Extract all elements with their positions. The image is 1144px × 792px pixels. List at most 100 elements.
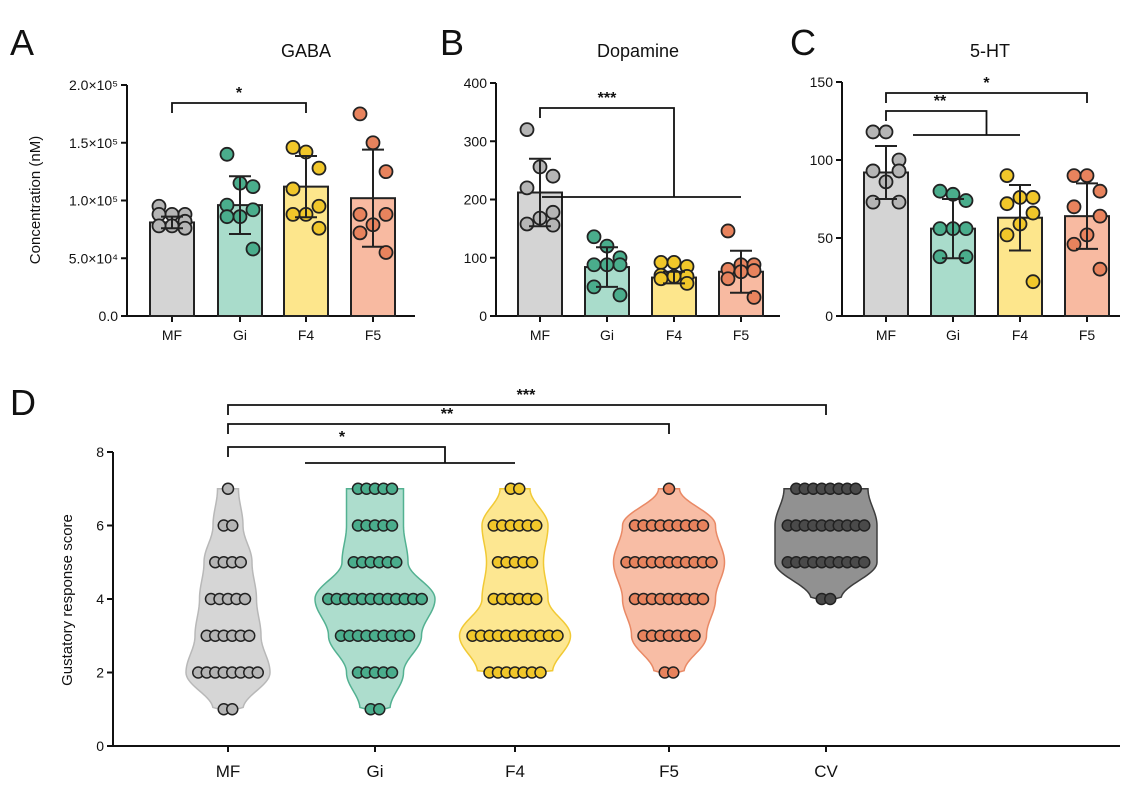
data-point xyxy=(251,666,264,679)
data-point xyxy=(151,218,167,234)
data-point xyxy=(865,163,881,179)
significance-label: * xyxy=(236,85,243,102)
significance-label: *** xyxy=(517,387,536,404)
data-point xyxy=(311,198,327,214)
data-point xyxy=(402,629,416,642)
data-point xyxy=(352,225,368,241)
significance-bracket: * xyxy=(171,85,307,113)
data-point xyxy=(545,204,561,220)
data-point xyxy=(285,139,301,155)
significance-bracket: ** xyxy=(227,406,670,434)
bracket-line xyxy=(885,110,1020,136)
data-point xyxy=(720,271,736,287)
data-point xyxy=(612,287,628,303)
violin-cv xyxy=(774,488,878,600)
x-tick-label: F5 xyxy=(659,762,679,781)
y-tick-label: 100 xyxy=(464,250,488,266)
significance-bracket: ** xyxy=(885,93,1020,136)
x-tick-label: F4 xyxy=(666,327,683,343)
data-point xyxy=(1066,236,1082,252)
data-point xyxy=(999,227,1015,243)
x-tick-label: F5 xyxy=(365,327,382,343)
x-tick-label: MF xyxy=(162,327,182,343)
data-point xyxy=(519,216,535,232)
y-tick-label: 0 xyxy=(825,308,833,324)
data-point xyxy=(385,482,399,495)
data-point xyxy=(245,179,261,195)
data-point xyxy=(530,519,543,532)
panel-b: B Dopamine 0 100 200 300 400 MF Gi F4 F5 *** xyxy=(440,22,780,343)
panel-letter: D xyxy=(10,382,36,423)
bracket-line xyxy=(227,423,670,434)
data-point xyxy=(378,206,394,222)
data-point xyxy=(932,183,948,199)
data-point xyxy=(385,666,399,679)
data-point xyxy=(545,217,561,233)
data-point xyxy=(238,592,252,606)
data-point xyxy=(891,163,907,179)
y-tick-label: 200 xyxy=(464,192,488,208)
y-tick-label: 8 xyxy=(96,444,104,460)
x-tick-label: MF xyxy=(216,762,241,781)
y-tick-label: 1.5×10⁵ xyxy=(69,135,118,151)
significance-bracket: *** xyxy=(227,387,827,415)
panel-letter: B xyxy=(440,22,464,63)
y-tick-label: 2.0×10⁵ xyxy=(69,77,118,93)
x-tick-label: Gi xyxy=(946,327,960,343)
data-point xyxy=(525,556,539,569)
y-tick-label: 2 xyxy=(96,665,104,681)
x-tick-label: Gi xyxy=(600,327,614,343)
panel-a: A GABA Concentration (nM) 0.0 5.0×10⁴ 1.0×10⁵… xyxy=(10,22,415,343)
violin-f5 xyxy=(612,488,726,674)
data-point xyxy=(352,206,368,222)
data-point xyxy=(958,249,974,265)
y-tick-label: 0 xyxy=(96,738,104,754)
data-point xyxy=(551,629,564,642)
x-tick-label: F4 xyxy=(298,327,315,343)
data-point xyxy=(666,255,682,270)
data-point xyxy=(385,519,399,532)
data-point xyxy=(519,180,535,196)
y-tick-label: 150 xyxy=(810,74,834,90)
bracket-line xyxy=(885,92,1088,103)
x-tick-label: Gi xyxy=(367,762,384,781)
bar-mf xyxy=(149,221,195,318)
data-point xyxy=(530,592,543,606)
data-point xyxy=(891,194,907,210)
data-point xyxy=(519,122,535,138)
y-tick-label: 6 xyxy=(96,518,104,534)
y-axis-label: Gustatory response score xyxy=(59,514,76,686)
data-point xyxy=(958,221,974,237)
data-point xyxy=(999,168,1015,184)
data-point xyxy=(865,194,881,210)
significance-label: * xyxy=(983,75,990,92)
data-point xyxy=(746,289,762,305)
bracket-line xyxy=(171,102,307,113)
data-point xyxy=(415,592,428,606)
x-tick-label: F5 xyxy=(1079,327,1096,343)
data-point xyxy=(932,221,948,237)
y-tick-label: 400 xyxy=(464,75,488,91)
data-point xyxy=(667,666,680,679)
data-point xyxy=(720,223,736,239)
panel-letter: A xyxy=(10,22,34,63)
data-point xyxy=(858,519,871,532)
data-point xyxy=(390,556,403,569)
data-point xyxy=(1092,261,1108,277)
x-tick-label: MF xyxy=(530,327,550,343)
significance-label: ** xyxy=(441,406,454,423)
panel-d: D Gustatory response score 0 2 4 6 8 MF Gi F4 F5 CV… xyxy=(10,382,1120,781)
data-point xyxy=(373,703,386,716)
panel-title: 5-HT xyxy=(970,41,1010,61)
x-tick-label: CV xyxy=(814,762,838,781)
data-point xyxy=(696,592,710,606)
significance-label: *** xyxy=(598,90,617,107)
data-point xyxy=(219,209,235,225)
significance-label: * xyxy=(339,429,346,446)
data-point xyxy=(378,245,394,260)
data-point xyxy=(586,229,602,245)
data-point xyxy=(513,482,526,495)
data-point xyxy=(958,193,974,208)
data-point xyxy=(1092,183,1108,199)
y-tick-label: 0.0 xyxy=(99,308,119,324)
